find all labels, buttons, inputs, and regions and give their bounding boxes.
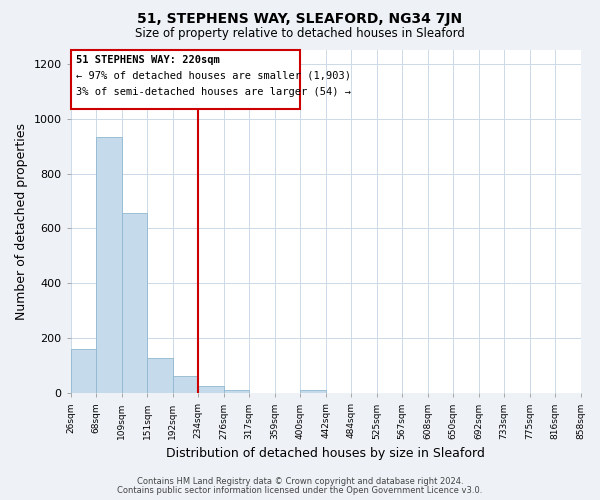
FancyBboxPatch shape (71, 50, 300, 109)
Text: 3% of semi-detached houses are larger (54) →: 3% of semi-detached houses are larger (5… (76, 87, 351, 97)
Bar (224, 390, 249, 394)
Bar (71, 350, 96, 394)
Bar (96, 136, 122, 394)
Bar (198, 386, 224, 394)
Text: ← 97% of detached houses are smaller (1,903): ← 97% of detached houses are smaller (1,… (76, 70, 351, 81)
Text: Contains HM Land Registry data © Crown copyright and database right 2024.: Contains HM Land Registry data © Crown c… (137, 477, 463, 486)
Text: 51 STEPHENS WAY: 220sqm: 51 STEPHENS WAY: 220sqm (76, 56, 220, 66)
Text: 51, STEPHENS WAY, SLEAFORD, NG34 7JN: 51, STEPHENS WAY, SLEAFORD, NG34 7JN (137, 12, 463, 26)
Y-axis label: Number of detached properties: Number of detached properties (15, 123, 28, 320)
Text: Contains public sector information licensed under the Open Government Licence v3: Contains public sector information licen… (118, 486, 482, 495)
Bar (173, 376, 198, 394)
X-axis label: Distribution of detached houses by size in Sleaford: Distribution of detached houses by size … (166, 447, 485, 460)
Bar (122, 214, 147, 394)
Text: Size of property relative to detached houses in Sleaford: Size of property relative to detached ho… (135, 28, 465, 40)
Bar (300, 390, 326, 394)
Bar (147, 358, 173, 394)
